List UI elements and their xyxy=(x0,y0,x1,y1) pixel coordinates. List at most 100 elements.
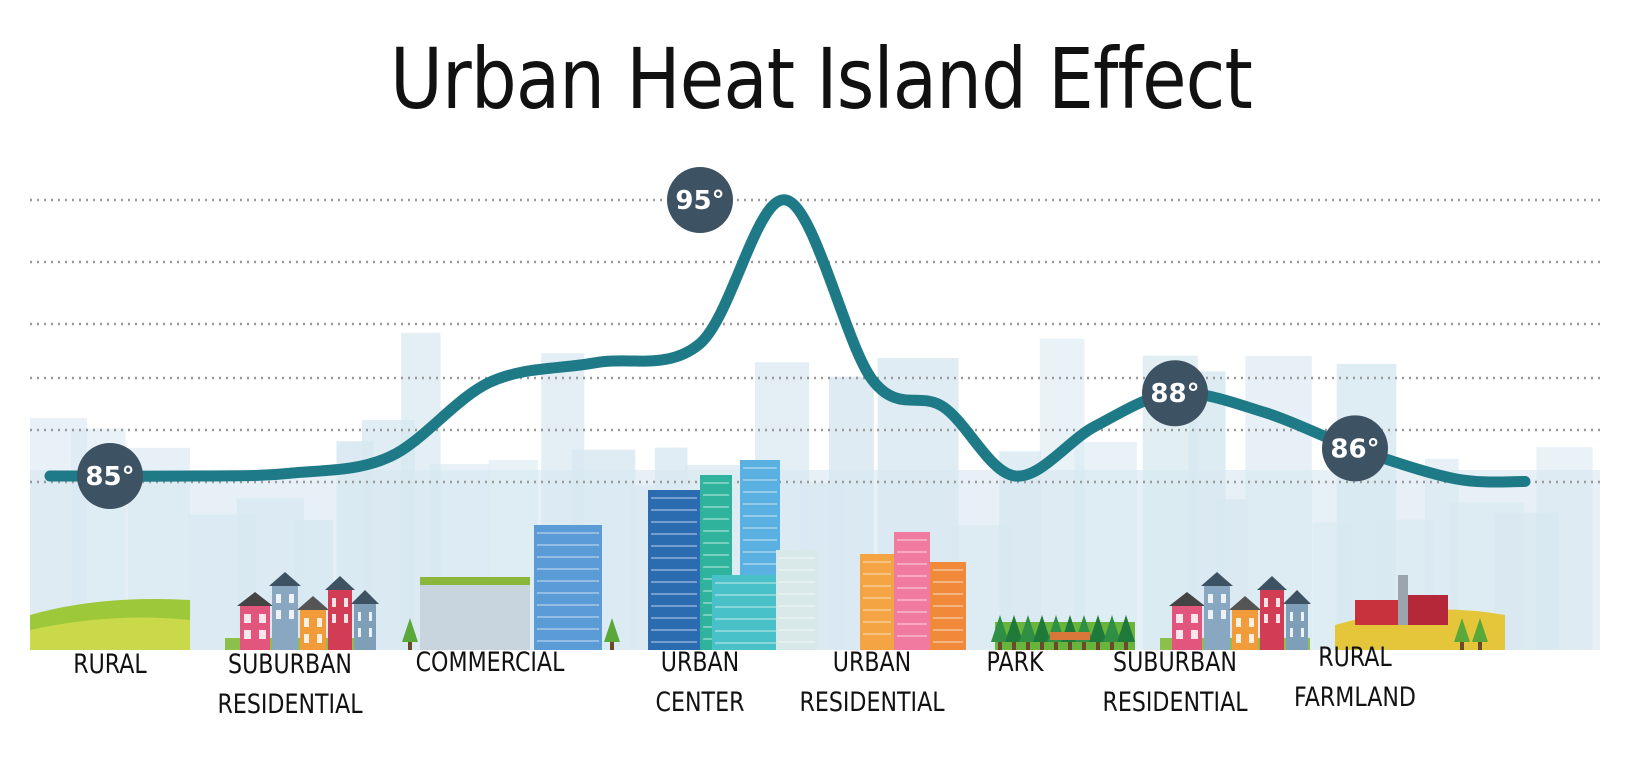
zone-label-line: SUBURBAN xyxy=(1113,647,1237,678)
tree-crown xyxy=(1005,615,1023,642)
window xyxy=(344,614,348,623)
house-roof xyxy=(237,592,273,606)
window xyxy=(304,634,309,643)
window xyxy=(332,614,336,623)
house-body xyxy=(272,586,298,650)
tree-trunk xyxy=(1068,640,1072,650)
house-roof xyxy=(1283,590,1311,604)
window xyxy=(1176,614,1183,623)
house-roof xyxy=(1257,576,1287,590)
house-roof xyxy=(325,576,355,590)
window xyxy=(259,614,266,623)
window xyxy=(1276,614,1280,623)
zone-label: COMMERCIAL xyxy=(408,643,572,683)
marker-circle xyxy=(1142,360,1208,427)
tree-crown xyxy=(1117,615,1135,642)
zone-label-line: RESIDENTIAL xyxy=(799,687,945,718)
window xyxy=(244,630,251,639)
marker-label: 88° xyxy=(1150,379,1199,409)
tree-trunk xyxy=(1460,640,1464,650)
marker-label: 85° xyxy=(85,462,134,492)
tree-crown xyxy=(1019,615,1037,642)
commercial-buildings xyxy=(402,525,620,650)
tower xyxy=(534,525,602,650)
urban-center-towers xyxy=(648,460,818,650)
tower xyxy=(930,562,966,650)
window xyxy=(1221,610,1226,619)
tree-crown xyxy=(1103,615,1121,642)
green-roof xyxy=(420,577,530,585)
house-body xyxy=(1172,606,1202,650)
temperature-marker: 86° xyxy=(1322,415,1388,482)
tree-trunk xyxy=(408,640,412,650)
house-roof xyxy=(1201,572,1233,586)
zone-label: SUBURBAN RESIDENTIAL xyxy=(208,645,372,725)
house-body xyxy=(328,590,352,650)
window xyxy=(369,628,372,637)
window xyxy=(1221,594,1226,603)
zone-label-line: URBAN CENTER xyxy=(655,647,745,718)
tree-trunk xyxy=(1478,640,1482,650)
marker-circle xyxy=(1322,415,1388,482)
window xyxy=(276,610,281,619)
park-trees xyxy=(991,615,1135,650)
window xyxy=(317,618,322,627)
chart-title: Urban Heat Island Effect xyxy=(389,30,1253,128)
business-center xyxy=(420,585,530,650)
window xyxy=(1290,612,1293,621)
zone-label: PARK xyxy=(933,643,1097,683)
window xyxy=(244,614,251,623)
suburban-houses xyxy=(225,572,379,650)
temperature-marker: 85° xyxy=(77,443,143,509)
marker-label: 95° xyxy=(675,186,724,216)
tree-crown xyxy=(1472,618,1488,642)
tree-trunk xyxy=(1054,640,1058,650)
house-body xyxy=(1232,610,1258,650)
tree-crown xyxy=(991,615,1009,642)
tree-trunk xyxy=(998,640,1002,650)
tower xyxy=(860,554,894,650)
zone-label-line: COMMERCIAL xyxy=(415,647,565,678)
window xyxy=(1191,614,1198,623)
gridlines xyxy=(30,198,1600,484)
field-strip xyxy=(30,617,190,650)
window xyxy=(1176,630,1183,639)
zone-label-line: RESIDENTIAL xyxy=(217,689,363,720)
house-body xyxy=(240,606,270,650)
skyline-building xyxy=(1536,447,1593,650)
window xyxy=(358,628,361,637)
skyline-building xyxy=(1074,441,1137,650)
zone-label-line: SUBURBAN xyxy=(228,649,352,680)
tower xyxy=(776,550,818,650)
house-roof xyxy=(1169,592,1205,606)
window xyxy=(1264,598,1268,607)
house-roof xyxy=(351,590,379,604)
tree-crown xyxy=(1454,618,1470,642)
bench xyxy=(1050,632,1090,640)
window xyxy=(1249,618,1254,627)
tree-trunk xyxy=(610,640,614,650)
tree-trunk xyxy=(1026,640,1030,650)
tree-crown xyxy=(1033,615,1051,642)
window xyxy=(1208,594,1213,603)
urban-residential-apartments xyxy=(860,532,966,650)
zone-label-line: RURAL xyxy=(73,649,147,680)
window xyxy=(1249,634,1254,643)
zone-label-line: PARK xyxy=(986,647,1044,678)
temperature-line xyxy=(44,194,1531,488)
tree-crown xyxy=(1089,615,1107,642)
rural-farm-barn xyxy=(1335,575,1505,650)
tree-trunk xyxy=(1040,640,1044,650)
window xyxy=(1301,628,1304,637)
skyline-building xyxy=(999,451,1042,650)
temperature-line-path xyxy=(44,194,1531,488)
barn xyxy=(1355,600,1405,625)
temperature-marker: 88° xyxy=(1142,360,1208,427)
tower xyxy=(648,490,700,650)
house-roof xyxy=(1229,596,1261,610)
rural-field xyxy=(30,599,190,650)
window xyxy=(1290,628,1293,637)
window xyxy=(332,598,336,607)
